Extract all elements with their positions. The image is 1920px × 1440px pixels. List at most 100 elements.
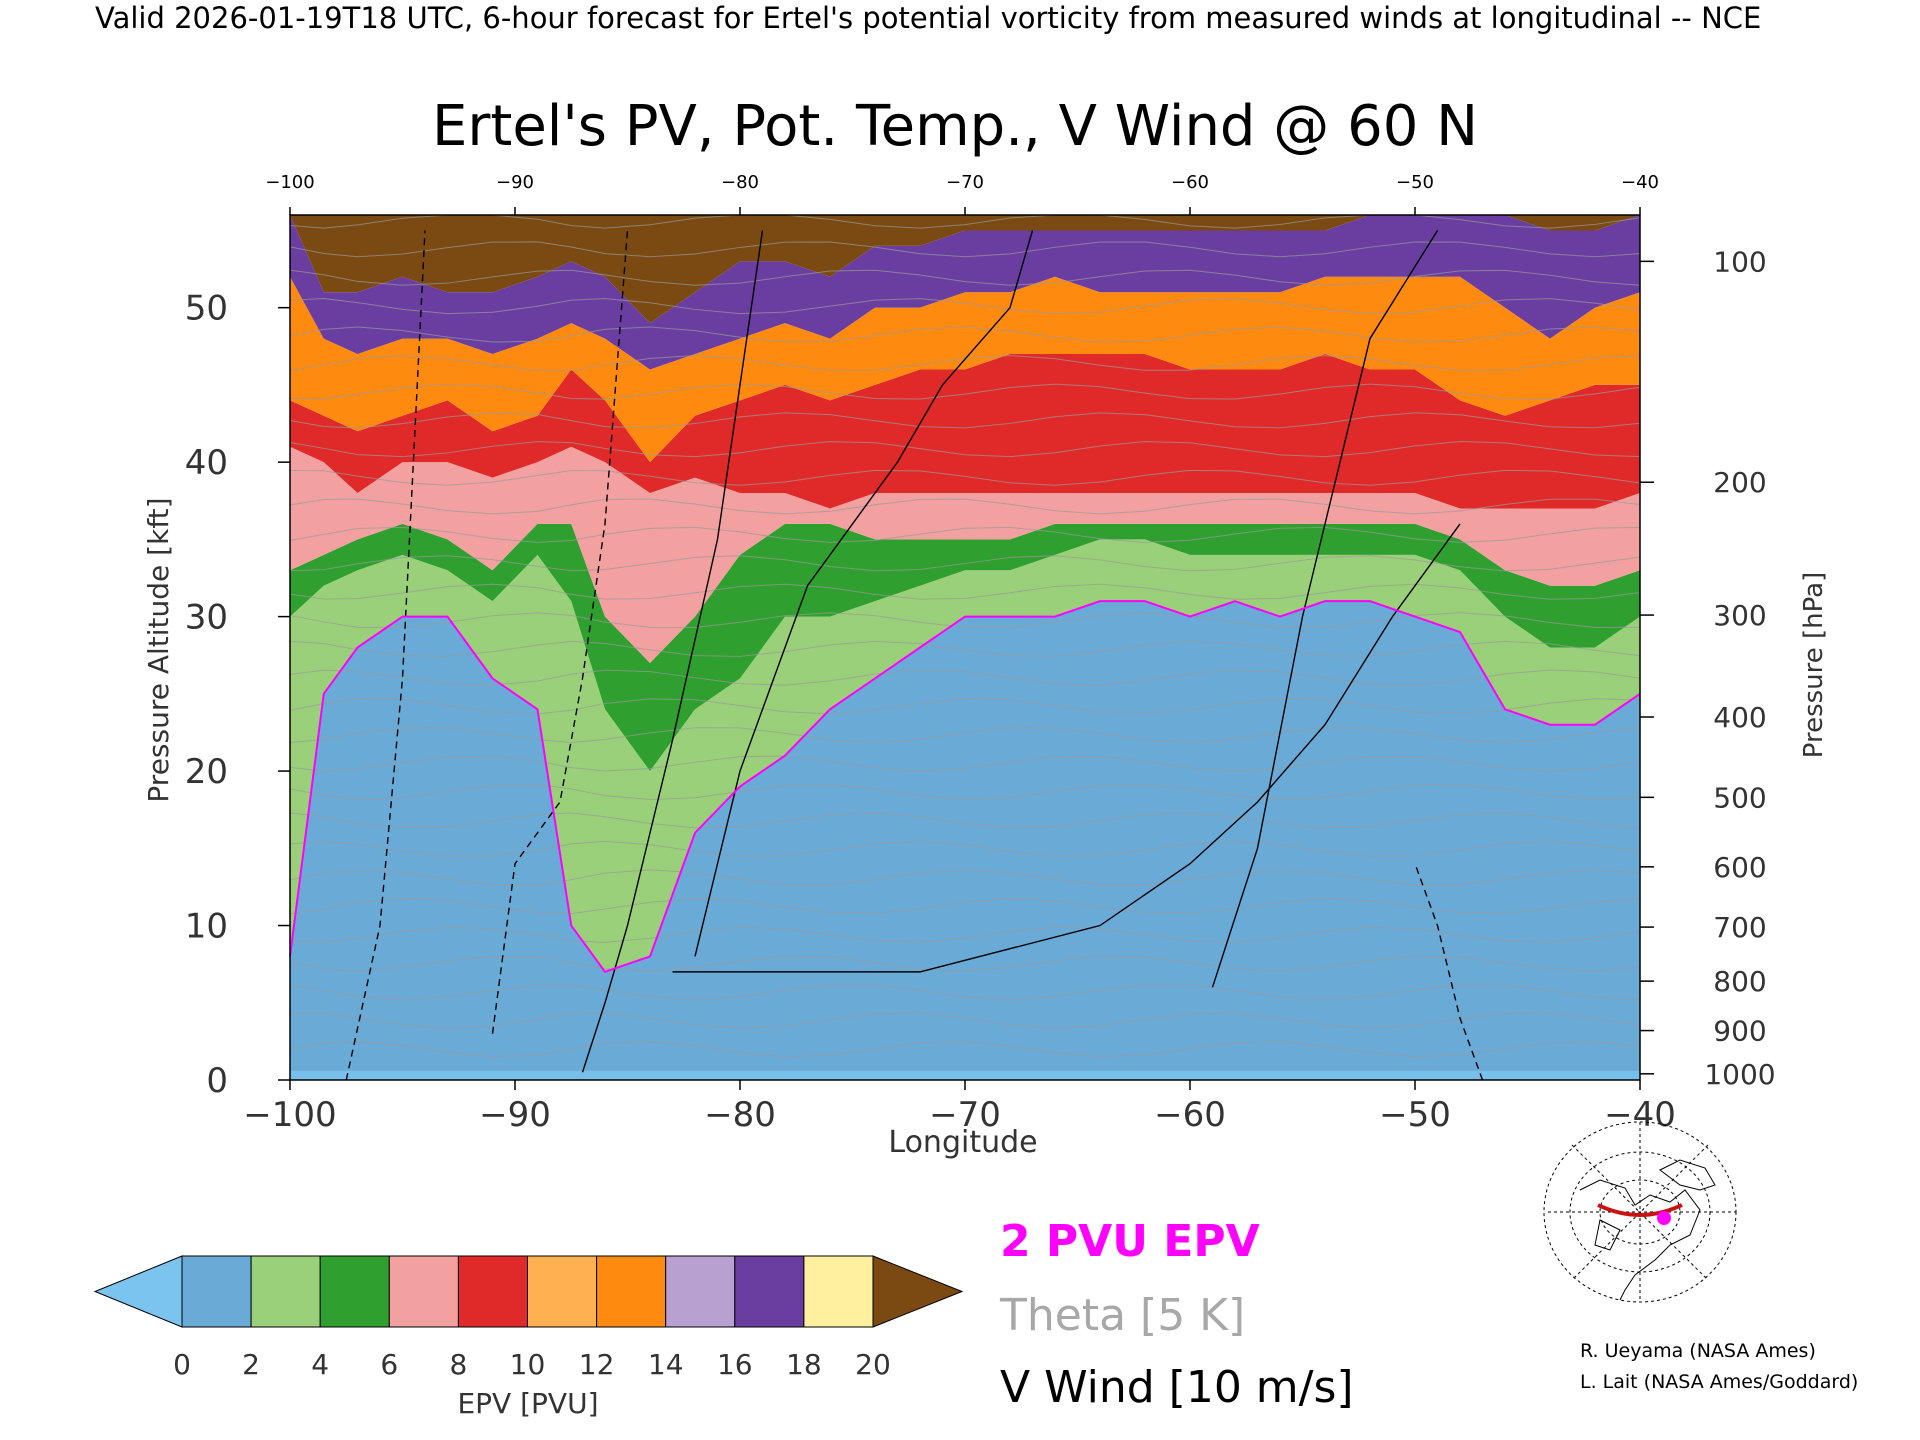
y-axis-label-right: Pressure [hPa] (1799, 572, 1829, 759)
colorbar-tick-label: 0 (173, 1348, 191, 1381)
v-wind-contour (672, 523, 1461, 973)
top-tick-label: −90 (496, 172, 534, 193)
axes: −100 −100 −90 −90 −80 −80 −70 −70 −60 −60 −50 −50 −4… (185, 172, 1776, 1135)
pressure-tick-label: 600 (1713, 851, 1766, 884)
theta-contour (289, 755, 1641, 772)
colorbar-tick-label: 12 (579, 1348, 615, 1381)
plot-area (289, 214, 1641, 1081)
x-tick-label: −90 (479, 1095, 551, 1135)
colorbar-tick-label: 20 (855, 1348, 891, 1381)
y-tick-label: 50 (185, 289, 228, 329)
theta-contour (289, 1041, 1641, 1058)
band-under-0 (290, 1070, 1640, 1080)
pressure-tick-label: 500 (1713, 781, 1766, 814)
top-tick-label: −100 (265, 172, 314, 193)
theta-contour (289, 783, 1641, 801)
theta-contour (289, 869, 1641, 886)
colorbar-swatch (527, 1255, 598, 1328)
inset-marker (1657, 1211, 1671, 1225)
colorbar: 0 2 4 6 8 10 12 14 16 18 20 (93, 1255, 964, 1381)
credit-line-1: R. Ueyama (NASA Ames) (1580, 1340, 1816, 1362)
band-2-4 (290, 539, 1640, 972)
y-tick-label: 10 (185, 907, 228, 947)
theta-contour (289, 984, 1641, 1001)
top-tick-label: −70 (946, 172, 984, 193)
x-axis-label: Longitude (888, 1125, 1037, 1160)
pressure-tick-label: 1000 (1704, 1058, 1775, 1091)
theta-contour (289, 640, 1641, 657)
pv-bands (290, 215, 1640, 1080)
theta-contour (289, 441, 1641, 458)
colorbar-swatch (803, 1255, 874, 1328)
x-tick-label: −80 (704, 1095, 776, 1135)
colorbar-swatch (319, 1255, 390, 1328)
theta-contour (289, 1012, 1641, 1029)
pressure-tick-label: 200 (1713, 466, 1766, 499)
colorbar-tick-label: 10 (510, 1348, 546, 1381)
theta-contour (289, 526, 1641, 543)
theta-contour (289, 727, 1641, 743)
colorbar-tick-label: 14 (648, 1348, 684, 1381)
colorbar-tick-label: 4 (311, 1348, 329, 1381)
colorbar-swatch (665, 1255, 736, 1328)
y-tick-label: 40 (185, 443, 228, 483)
credit-line-2: L. Lait (NASA Ames/Goddard) (1580, 1371, 1858, 1393)
theta-contour (289, 498, 1641, 515)
theta-contour (289, 326, 1641, 343)
band-16-20 (290, 215, 1640, 370)
x-tick-label: −70 (929, 1095, 1001, 1135)
colorbar-swatch (734, 1255, 805, 1328)
x-tick-label: −50 (1379, 1095, 1451, 1135)
y-tick-label: 20 (185, 752, 228, 792)
pressure-tick-label: 700 (1713, 911, 1766, 944)
colorbar-over-arrow (872, 1255, 964, 1328)
colorbar-tick-label: 18 (786, 1348, 822, 1381)
colorbar-label: EPV [PVU] (457, 1387, 598, 1420)
theta-contour (289, 812, 1641, 829)
theta-contour (289, 298, 1641, 315)
y-tick-label: 0 (206, 1061, 228, 1101)
v-wind-contour (1211, 230, 1439, 988)
theta-contour (289, 383, 1641, 400)
theta-contour (289, 698, 1641, 715)
band-8-12 (290, 354, 1640, 509)
pv2-line (289, 600, 1641, 974)
colorbar-swatch (596, 1255, 667, 1328)
top-tick-label: −40 (1621, 172, 1659, 193)
v-wind-contours (345, 230, 1484, 1081)
colorbar-tick-label: 8 (449, 1348, 467, 1381)
band-over-20 (290, 215, 1640, 324)
pressure-tick-label: 800 (1713, 965, 1766, 998)
valid-line: Valid 2026-01-19T18 UTC, 6-hour forecast… (95, 1, 1761, 35)
colorbar-swatch (181, 1255, 252, 1328)
theta-contour (289, 555, 1641, 572)
colorbar-swatch (457, 1255, 528, 1328)
theta-contour (289, 926, 1641, 943)
band-12-16 (290, 276, 1640, 463)
colorbar-tick-label: 2 (242, 1348, 260, 1381)
pressure-tick-label: 300 (1713, 599, 1766, 632)
y-tick-label: 30 (185, 598, 228, 638)
v-wind-contour (345, 230, 426, 1081)
v-wind-contour (491, 230, 629, 1034)
theta-contour (289, 412, 1641, 429)
band-0-2 (290, 601, 1640, 1080)
inset-section-line (1597, 1203, 1683, 1217)
legend-wind: V Wind [10 m/s] (1000, 1362, 1354, 1413)
legend-theta: Theta [5 K] (999, 1290, 1245, 1341)
v-wind-contour (1414, 863, 1484, 1081)
band-6-8 (290, 446, 1640, 663)
top-tick-label: −60 (1171, 172, 1209, 193)
pressure-tick-label: 400 (1713, 701, 1766, 734)
theta-contours (289, 214, 1641, 1058)
x-tick-label: −60 (1154, 1095, 1226, 1135)
colorbar-tick-label: 6 (380, 1348, 398, 1381)
y-axis-label-left: Pressure Altitude [kft] (142, 497, 175, 802)
pressure-tick-label: 900 (1713, 1015, 1766, 1048)
pv2-contour (289, 600, 1641, 974)
colorbar-under-arrow (93, 1255, 183, 1328)
chart-title: Ertel's PV, Pot. Temp., V Wind @ 60 N (432, 94, 1478, 159)
legend-pv2: 2 PVU EPV (1000, 1216, 1260, 1267)
theta-contour (289, 583, 1641, 600)
colorbar-tick-label: 16 (717, 1348, 753, 1381)
